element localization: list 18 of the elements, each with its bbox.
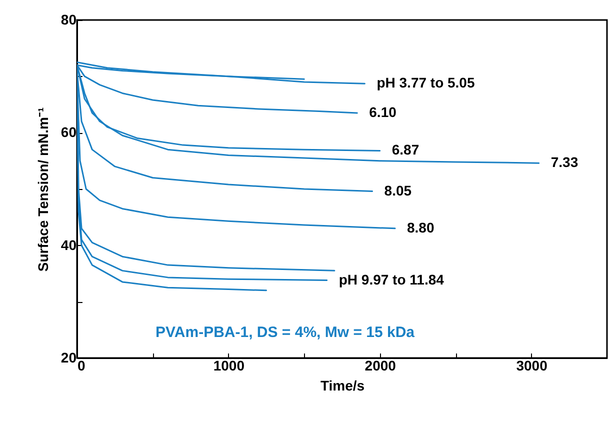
y-axis-title: Surface Tension/ mN.m⁻¹ — [34, 107, 51, 272]
y-tick-label: 60 — [60, 124, 77, 140]
x-axis-title: Time/s — [320, 378, 365, 394]
x-tick-label: 3000 — [516, 358, 548, 374]
x-tick-label: 1000 — [213, 358, 245, 374]
x-tick-label: 2000 — [364, 358, 396, 374]
y-tick-label: 80 — [60, 12, 77, 28]
annotation: 8.80 — [407, 219, 434, 236]
y-tick-label: 40 — [60, 236, 77, 253]
x-tick-label: 0 — [78, 358, 86, 374]
y-tick-label: 20 — [60, 350, 77, 366]
annotation: 7.33 — [550, 154, 578, 170]
annotation: PVAm-PBA-1, DS = 4%, Mw = 15 kDa — [156, 324, 416, 341]
annotation: 8.05 — [384, 182, 412, 198]
annotation: pH 9.97 to 11.84 — [338, 271, 444, 288]
annotation: 6.10 — [369, 104, 397, 120]
annotation: 6.87 — [392, 142, 420, 158]
annotation: pH 3.77 to 5.05 — [376, 74, 475, 91]
